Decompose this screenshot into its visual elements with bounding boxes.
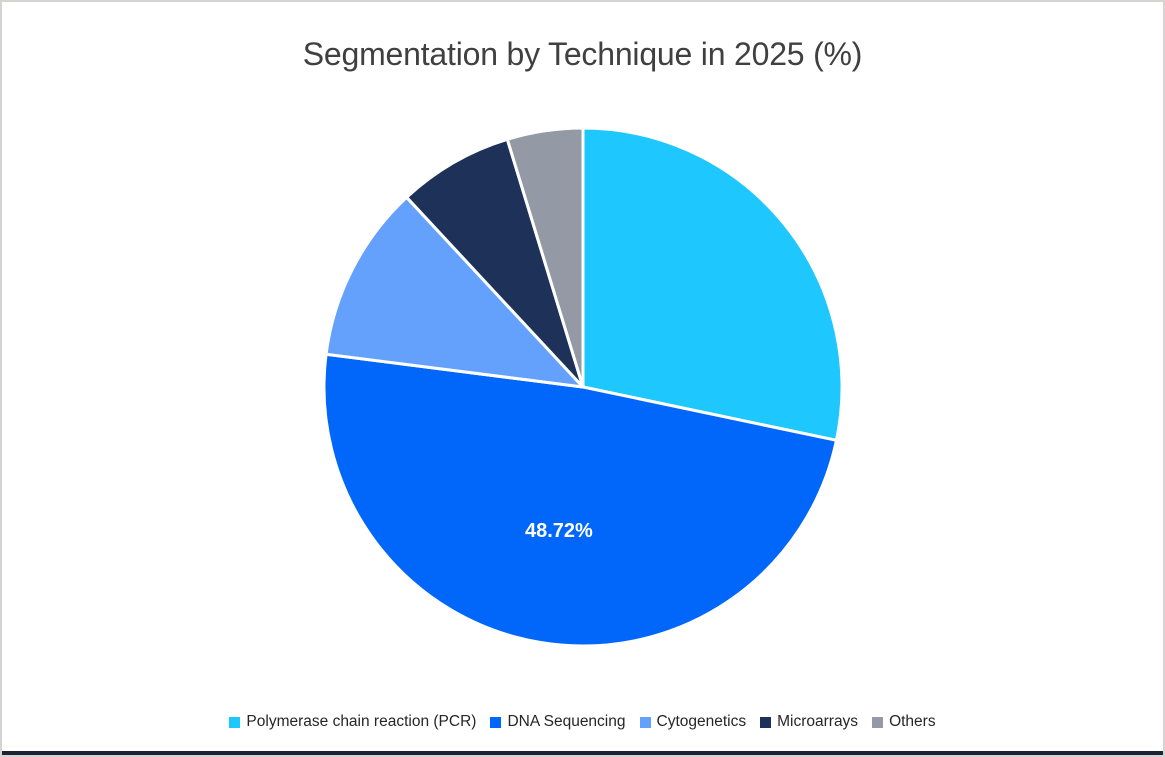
legend-label: Cytogenetics	[656, 713, 747, 730]
pie-slice-polymerase-chain-reaction-pcr	[581, 126, 844, 442]
pie-slice-dna-sequencing	[322, 352, 838, 648]
chart-legend: Polymerase chain reaction (PCR) DNA Seque…	[2, 713, 1163, 731]
pie-data-label: 48.72%	[525, 520, 593, 542]
legend-item-dna-sequencing: DNA Sequencing	[490, 713, 626, 731]
legend-marker-icon	[229, 716, 241, 728]
legend-label: Microarrays	[777, 713, 859, 730]
legend-marker-icon	[760, 716, 772, 728]
legend-item-others: Others	[872, 713, 936, 731]
legend-item-cytogenetics: Cytogenetics	[639, 713, 747, 731]
chart-title: Segmentation by Technique in 2025 (%)	[302, 36, 863, 72]
legend-marker-icon	[872, 716, 884, 728]
bottom-edge-bar	[2, 751, 1163, 755]
pie-slice-others	[505, 126, 585, 389]
legend-label: Polymerase chain reaction (PCR)	[246, 713, 477, 730]
legend-marker-icon	[639, 716, 651, 728]
legend-marker-icon	[490, 716, 502, 728]
legend-label: Others	[889, 713, 936, 730]
legend-label: DNA Sequencing	[507, 713, 626, 730]
legend-item-polymerase-chain-reaction-pcr: Polymerase chain reaction (PCR)	[229, 713, 476, 731]
pie-slice-cytogenetics	[324, 195, 585, 389]
pie-slice-microarrays	[405, 137, 585, 389]
legend-item-microarrays: Microarrays	[760, 713, 858, 731]
